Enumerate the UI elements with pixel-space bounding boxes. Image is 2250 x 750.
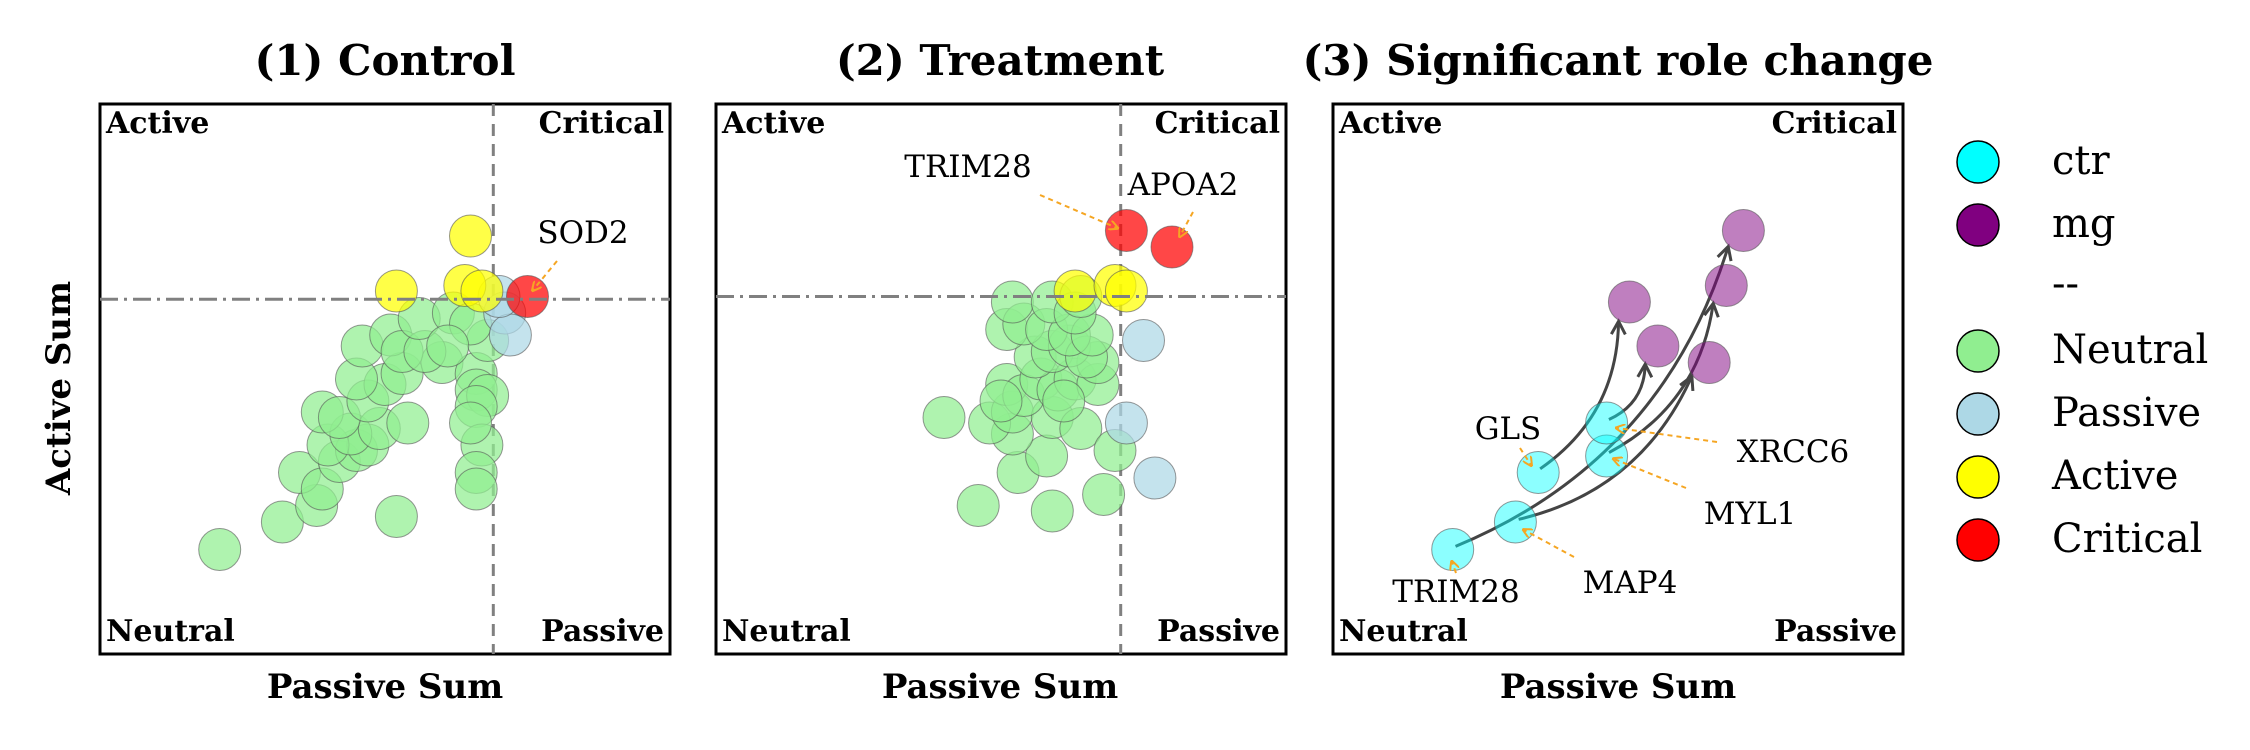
annotation-myl1: MYL1 [1704,496,1797,532]
legend-marker-neutral [1956,329,2000,373]
quadrant-label-active: Active [721,106,825,141]
point-neutral [374,495,418,538]
annotation-xrcc6-arrow [1617,428,1718,443]
legend-label-critical: Critical [2052,516,2202,562]
panel-3-xlabel: Passive Sum [1500,667,1736,707]
quadrant-label-active: Active [105,106,209,141]
point-neutral [198,528,242,571]
point-critical [506,275,549,318]
annotation-sod2: SOD2 [537,215,628,251]
y-axis-label: Active Sum [39,281,79,496]
quadrant-label-critical: Critical [1155,106,1280,141]
annotation-apoa2: APOA2 [1127,167,1239,203]
point-neutral [979,379,1023,423]
panel-3-title: (3) Significant role change [1302,36,1933,85]
point-neutral [454,467,498,511]
legend-label-active: Active [2051,453,2178,499]
point-neutral [426,324,470,368]
point-ctr [1493,500,1537,544]
point-ctr [1516,451,1560,494]
legend-label-ctr: ctr [2052,138,2110,184]
panel-role-change: (3) Significant role change Active Criti… [1302,36,1933,707]
quadrant-label-neutral: Neutral [722,614,851,649]
annotation-trim28-arrow [1452,562,1456,574]
point-neutral [1030,489,1074,533]
legend-marker-ctr [1956,140,2000,184]
point-mg [1607,280,1651,324]
panel-control: (1) Control Active Critical Neutral Pass… [98,36,672,707]
quadrant-label-passive: Passive [1157,614,1280,649]
annotation-map4-arrow [1524,530,1575,558]
legend-label-mg: mg [2052,201,2116,247]
role-change-arrow [1539,322,1618,471]
quadrant-label-neutral: Neutral [106,614,235,649]
point-passive [1133,456,1177,500]
point-ctr [1585,401,1629,445]
annotation-sod2-arrow [533,260,558,290]
quadrant-label-passive: Passive [1774,614,1897,649]
point-mg [1721,209,1765,252]
quadrant-label-passive: Passive [541,614,664,649]
quadrant-label-neutral: Neutral [1339,614,1468,649]
quadrant-label-active: Active [1338,106,1442,141]
panel-1-xlabel: Passive Sum [267,667,503,707]
point-active [449,214,492,258]
panel-3-frame [1331,102,1905,656]
quadrant-label-critical: Critical [539,106,664,141]
point-passive [1122,319,1165,362]
point-mg [1704,264,1748,307]
point-active [374,269,418,313]
point-active [1104,269,1148,313]
point-neutral [990,280,1034,324]
point-critical [1150,225,1194,269]
legend-separator: -- [2052,261,2079,307]
legend: ctr mg -- Neutral Passive Active Critica… [1956,138,2208,562]
point-passive [488,313,532,357]
annotation-gls-arrow [1519,447,1531,465]
point-neutral [386,401,430,445]
point-mg [1687,341,1731,384]
annotation-apoa2-arrow [1180,211,1194,236]
point-neutral [1042,379,1086,423]
legend-marker-active [1956,455,2000,499]
point-neutral [1082,473,1126,516]
panel-treatment: (2) Treatment Active Critical Neutral Pa… [714,36,1288,707]
point-passive [1104,401,1148,445]
point-active [1053,269,1097,313]
legend-label-passive: Passive [2052,390,2201,436]
point-neutral [922,396,966,439]
point-neutral [449,401,492,445]
legend-marker-mg [1956,203,2000,247]
quadrant-label-critical: Critical [1772,106,1897,141]
panel-1-marks [100,104,670,654]
role-change-arrow [1608,365,1645,421]
annotation-myl1-arrow [1614,459,1687,489]
point-mg [1636,324,1680,368]
legend-label-neutral: Neutral [2052,327,2208,373]
annotation-trim28-arrow [1039,194,1117,228]
panel-2-title: (2) Treatment [836,36,1165,85]
point-neutral [956,484,1000,527]
point-critical [1104,209,1148,252]
annotation-xrcc6: XRCC6 [1737,434,1850,470]
panel-2-xlabel: Passive Sum [882,667,1118,707]
annotation-map4: MAP4 [1583,565,1678,601]
annotation-gls: GLS [1475,411,1542,447]
legend-marker-critical [1956,518,2000,562]
annotation-trim28: TRIM28 [1392,574,1519,610]
panel-1-title: (1) Control [254,36,515,85]
panel-2-marks [716,104,1286,654]
point-active [460,269,504,313]
annotation-trim28: TRIM28 [904,149,1031,185]
role-change-arrow [1608,304,1713,454]
legend-marker-passive [1956,392,2000,436]
